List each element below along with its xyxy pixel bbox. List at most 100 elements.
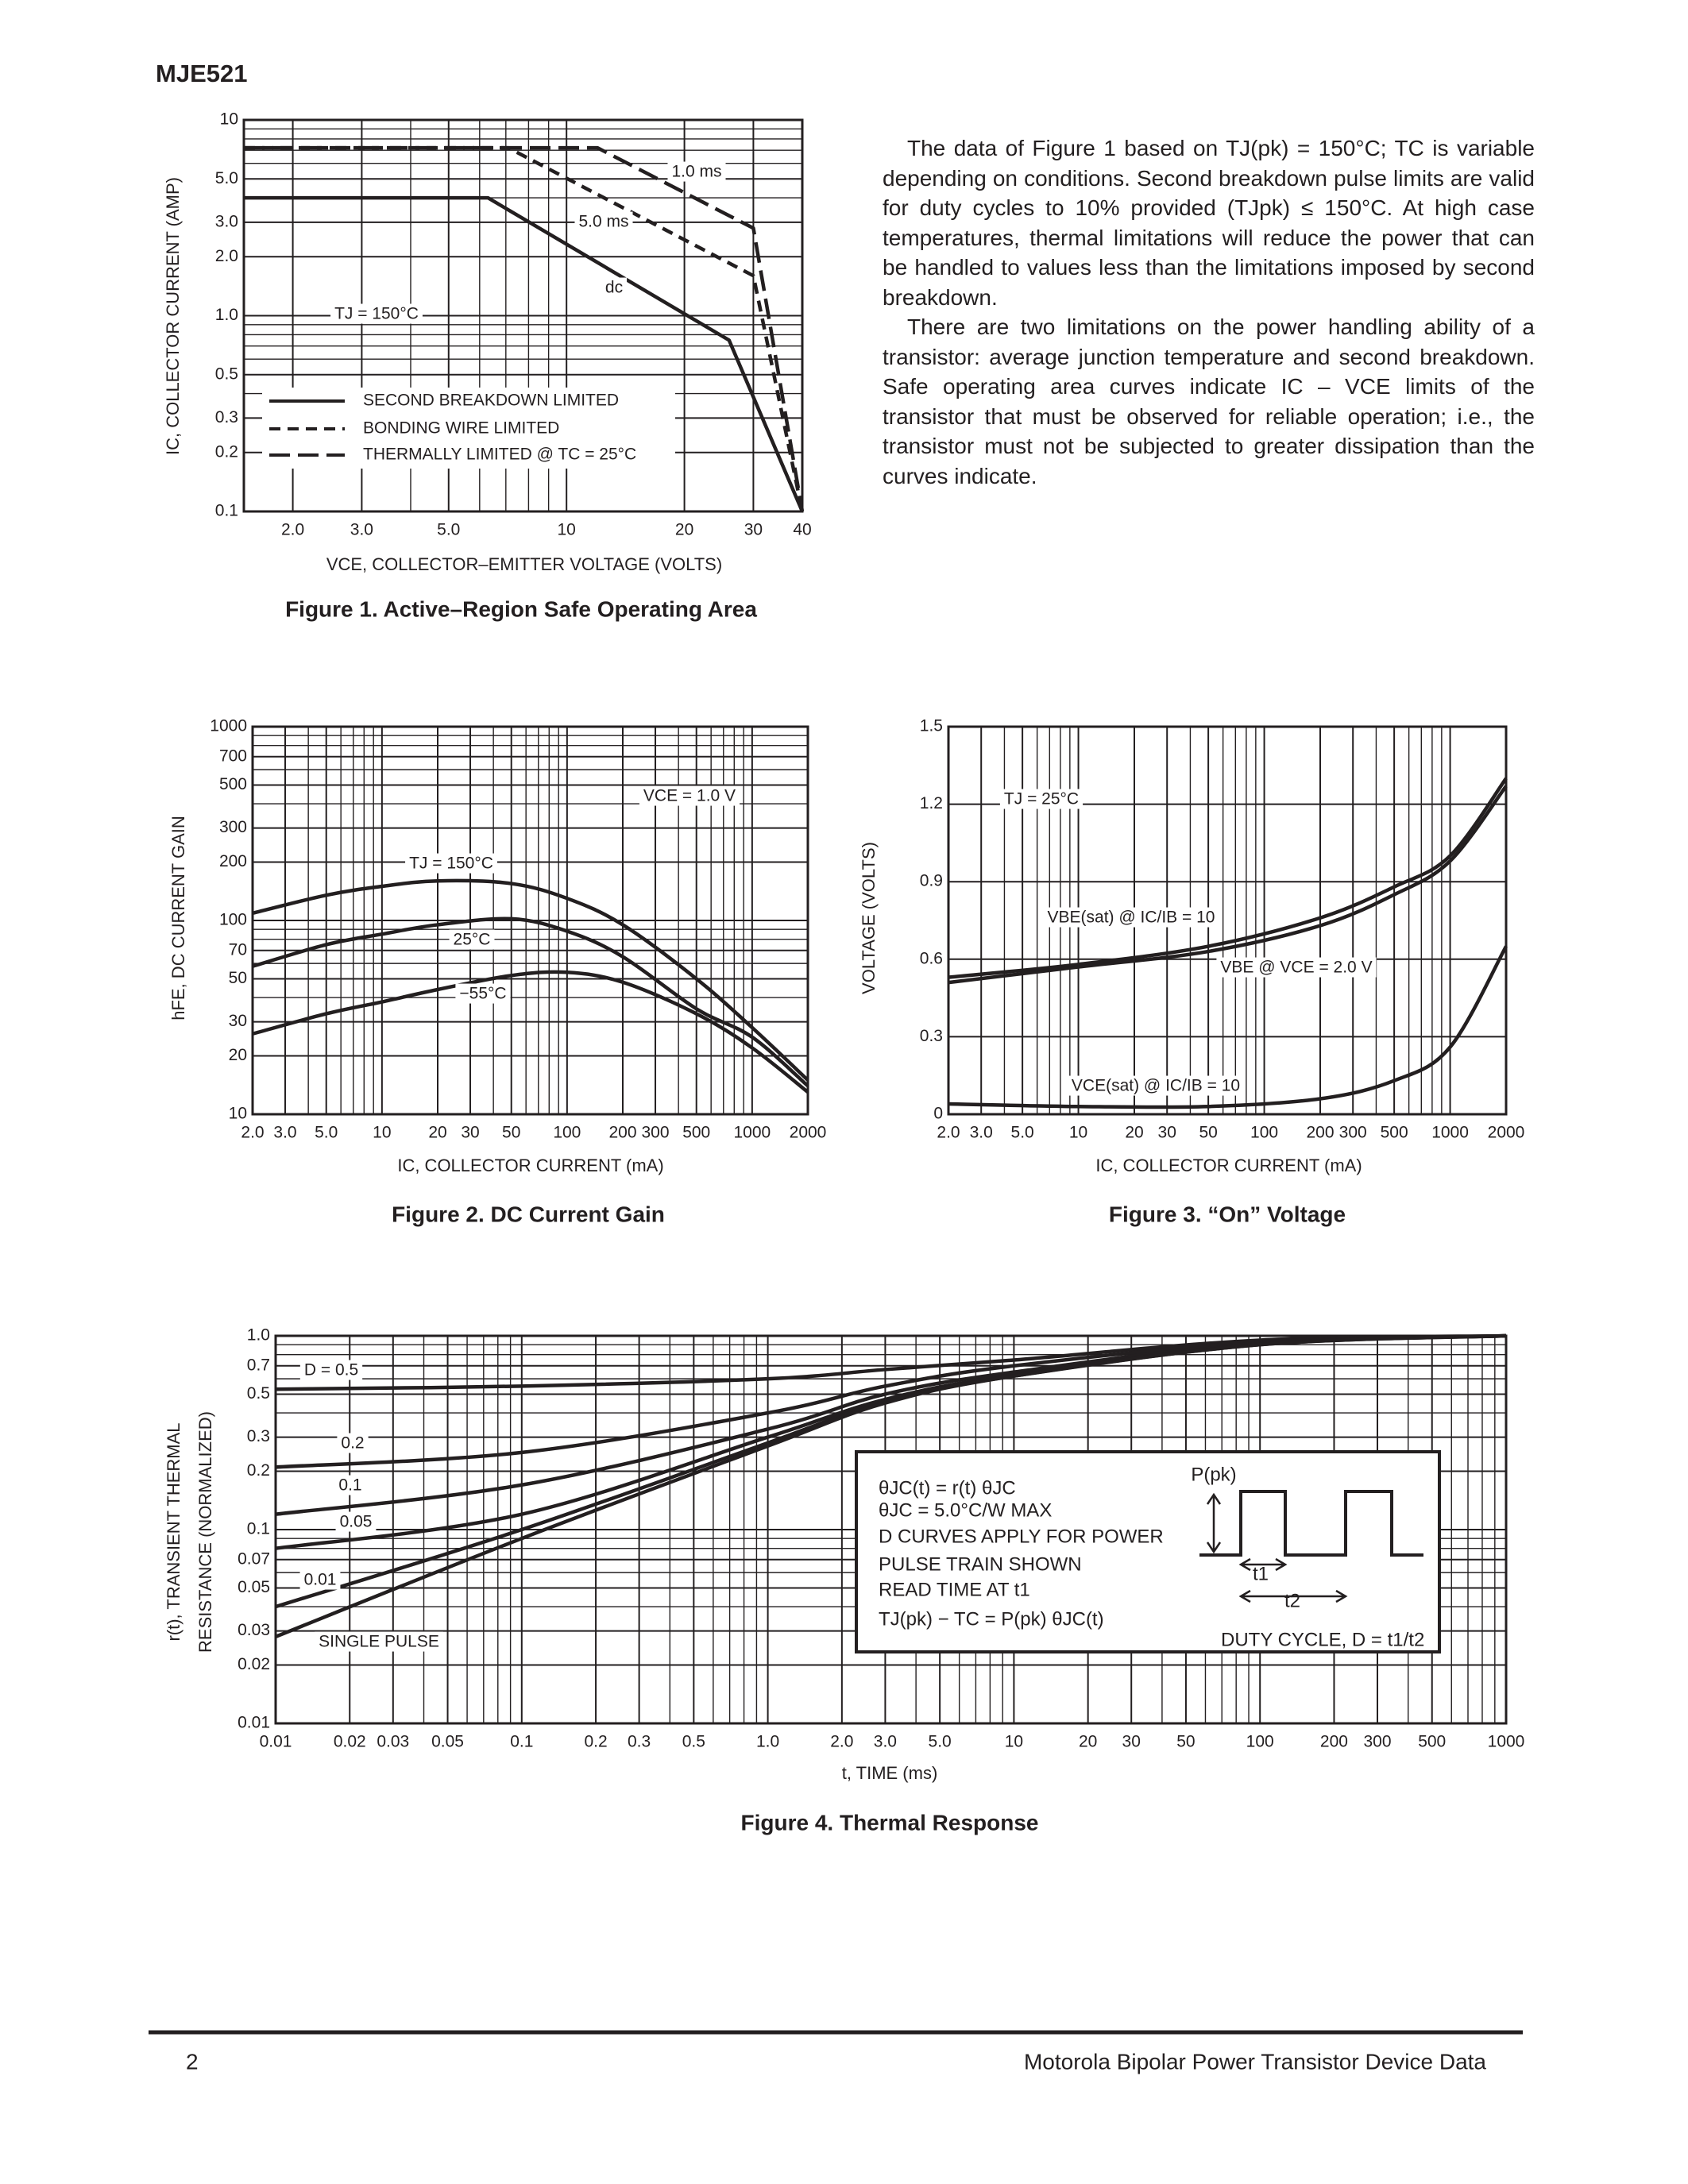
x-tick-label: 3.0 (350, 521, 373, 539)
x-tick-label: 0.3 (628, 1733, 651, 1751)
y-tick-label: 3.0 (215, 212, 238, 230)
annotation: TJ(pk) − TC = P(pk) θJC(t) (879, 1608, 1104, 1630)
y-axis-label: VOLTAGE (VOLTS) (859, 842, 879, 994)
x-tick-label: 100 (1246, 1733, 1274, 1751)
y-tick-label: 10 (220, 110, 238, 129)
annotation: t2 (1284, 1590, 1300, 1611)
series-label: 25°C (454, 931, 491, 949)
series-line (948, 785, 1508, 985)
y-tick-label: 0.2 (247, 1461, 270, 1480)
series-line (252, 916, 809, 1088)
series-label: TJ = 150°C (409, 855, 493, 873)
x-tick-label: 20 (1079, 1733, 1097, 1751)
series-label: SINGLE PULSE (319, 1633, 439, 1651)
x-tick-label: 50 (1176, 1733, 1195, 1751)
series-label: VBE @ VCE = 2.0 V (1220, 959, 1372, 977)
y-tick-label: 0.6 (920, 949, 943, 967)
y-tick-label: 700 (219, 747, 247, 765)
x-tick-label: 10 (373, 1124, 391, 1142)
series-line (244, 195, 805, 512)
x-tick-label: 1.0 (756, 1733, 779, 1751)
y-tick-label: 200 (219, 852, 247, 870)
figure-caption: Figure 2. DC Current Gain (392, 1202, 665, 1226)
plot-frame (274, 1334, 1508, 1725)
y-axis-label: r(t), TRANSIENT THERMAL (164, 1422, 183, 1641)
footer-page: 2 (186, 2049, 199, 2074)
x-tick-label: 500 (1418, 1733, 1446, 1751)
y-tick-label: 0.07 (238, 1549, 270, 1568)
annotation: θJC(t) = r(t) θJC (879, 1477, 1016, 1499)
y-tick-label: 0.3 (920, 1027, 943, 1045)
header-title: MJE521 (156, 60, 247, 87)
legend-label: THERMALLY LIMITED @ TC = 25°C (363, 446, 636, 464)
y-tick-label: 1.5 (920, 717, 943, 735)
x-tick-label: 100 (553, 1124, 581, 1142)
y-tick-label: 30 (229, 1012, 247, 1030)
y-tick-label: 300 (219, 818, 247, 836)
y-tick-label: 0.7 (247, 1356, 270, 1374)
annotation: READ TIME AT t1 (879, 1579, 1030, 1600)
y-tick-label: 1.0 (215, 306, 238, 324)
y-tick-label: 100 (219, 911, 247, 929)
x-tick-label: 5.0 (437, 521, 460, 539)
x-tick-label: 5.0 (315, 1124, 338, 1142)
y-tick-label: 0 (933, 1105, 943, 1123)
x-tick-label: 300 (642, 1124, 670, 1142)
annotation: P(pk) (1191, 1464, 1236, 1485)
series-label: 0.05 (340, 1513, 373, 1531)
x-tick-label: 30 (461, 1124, 479, 1142)
y-tick-label: 0.05 (238, 1578, 270, 1596)
series-line (252, 878, 809, 1082)
body-text: The data of Figure 1 based on TJ(pk) = 1… (883, 133, 1535, 491)
plot-frame (242, 118, 804, 513)
label-background (335, 1511, 377, 1532)
x-axis-label: VCE, COLLECTOR–EMITTER VOLTAGE (VOLTS) (326, 554, 722, 574)
paragraph: The data of Figure 1 based on TJ(pk) = 1… (883, 136, 1535, 310)
x-tick-label: 20 (675, 521, 693, 539)
label-background (337, 1433, 369, 1453)
x-tick-label: 0.5 (682, 1733, 705, 1751)
series-line (244, 145, 805, 512)
y-tick-label: 0.5 (247, 1384, 270, 1403)
figure-caption: Figure 1. Active–Region Safe Operating A… (285, 596, 757, 621)
label-background (999, 789, 1083, 809)
series-label: 5.0 ms (578, 213, 628, 231)
x-tick-label: 100 (1250, 1124, 1278, 1142)
y-tick-label: 0.01 (238, 1714, 270, 1732)
x-tick-label: 50 (1199, 1124, 1217, 1142)
x-tick-label: 500 (1381, 1124, 1408, 1142)
x-tick-label: 2.0 (937, 1124, 960, 1142)
label-background (667, 161, 726, 182)
series-label: 0.2 (341, 1434, 364, 1453)
x-tick-label: 10 (1005, 1733, 1023, 1751)
x-axis-label: IC, COLLECTOR CURRENT (mA) (397, 1156, 663, 1175)
x-tick-label: 2000 (1488, 1124, 1525, 1142)
x-tick-label: 10 (558, 521, 576, 539)
x-tick-label: 50 (502, 1124, 520, 1142)
series-label: 0.1 (338, 1476, 361, 1495)
x-tick-label: 2.0 (830, 1733, 853, 1751)
series-label: VBE(sat) @ IC/IB = 10 (1048, 909, 1215, 927)
x-tick-label: 40 (793, 521, 811, 539)
x-tick-label: 20 (1125, 1124, 1143, 1142)
annotation: θJC = 5.0°C/W MAX (879, 1499, 1052, 1521)
label-background (449, 929, 495, 950)
x-tick-label: 1000 (1431, 1124, 1469, 1142)
y-tick-label: 0.3 (215, 408, 238, 426)
x-tick-label: 5.0 (1011, 1124, 1034, 1142)
arrow (1238, 1557, 1288, 1572)
pulse-train (1199, 1490, 1423, 1557)
series-label: dc (605, 279, 623, 297)
arrow (1206, 1492, 1222, 1554)
y-tick-label: 1000 (210, 717, 247, 735)
figure-caption: Figure 4. Thermal Response (741, 1810, 1039, 1835)
annotation: t1 (1253, 1563, 1269, 1584)
label-background (315, 1631, 443, 1652)
annotation: VCE = 1.0 V (643, 787, 736, 805)
y-tick-label: 5.0 (215, 169, 238, 187)
y-tick-label: 0.3 (247, 1427, 270, 1445)
y-tick-label: 1.0 (247, 1326, 270, 1345)
x-tick-label: 300 (1363, 1733, 1391, 1751)
series-line (275, 1333, 1507, 1638)
